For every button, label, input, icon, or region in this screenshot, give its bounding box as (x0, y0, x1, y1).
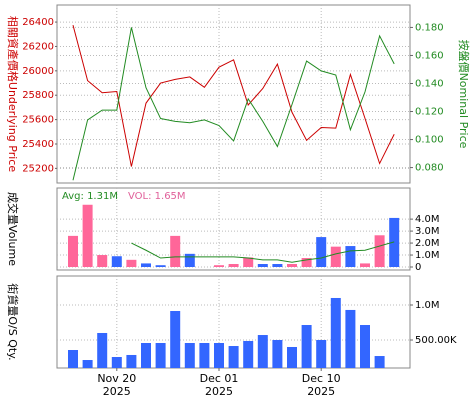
bar (257, 264, 268, 268)
x-tick-label: Dec 01 2025 (199, 372, 239, 398)
bar (141, 263, 151, 268)
y2-tick-label: 0.160 (415, 50, 444, 61)
bar (243, 340, 254, 368)
bar (257, 335, 268, 368)
bar (68, 235, 78, 268)
y2-tick-label: 0.120 (415, 107, 444, 118)
bar (97, 332, 108, 368)
line-series (72, 27, 395, 181)
line-series (131, 241, 395, 263)
bar (316, 237, 327, 268)
y-axis-label: 街貨量O/S Qty. (6, 283, 20, 360)
bar (126, 354, 137, 368)
bar (214, 343, 224, 368)
bar (184, 253, 195, 268)
x-tick-label: Dec 10 2025 (301, 372, 341, 398)
bar (374, 235, 385, 268)
y2-tick-label: 1.0M (415, 250, 440, 261)
bar (82, 360, 93, 368)
annotation: VOL: 1.65M (128, 191, 186, 202)
line-series (72, 24, 395, 167)
bar (345, 246, 356, 268)
bar (345, 309, 356, 368)
bar (141, 343, 151, 368)
bar (330, 297, 341, 368)
y-tick-label: 25200 (22, 163, 54, 174)
y2-tick-label: 0.180 (415, 22, 444, 33)
bar (287, 346, 297, 368)
y-tick-label: 25800 (22, 90, 54, 101)
y-tick-label: 26200 (22, 41, 54, 52)
bar (243, 257, 254, 268)
bar (301, 325, 312, 368)
y2-tick-label: 3.0M (415, 226, 440, 237)
bar (272, 264, 283, 268)
bar (330, 246, 341, 268)
bar (374, 356, 385, 368)
bar (155, 343, 166, 368)
y2-tick-label: 0.100 (415, 135, 444, 146)
y2-tick-label: 0.080 (415, 163, 444, 174)
plot-frame (56, 4, 411, 184)
y-tick-label: 25400 (22, 139, 54, 150)
bar (97, 255, 108, 268)
y2-tick-label: 500.00K (415, 335, 457, 346)
y2-tick-label: 1.0M (415, 300, 440, 311)
y-tick-label: 26000 (22, 66, 54, 77)
bar (68, 350, 78, 368)
x-tick-label: Nov 20 2025 (97, 372, 137, 398)
bar (228, 264, 239, 268)
bar (111, 357, 122, 368)
y-axis-label: 成交量Volume (6, 192, 20, 266)
y2-tick-label: 0 (415, 262, 421, 273)
bar (272, 339, 283, 368)
bar (301, 258, 312, 268)
bar (184, 343, 195, 368)
bar (82, 204, 93, 268)
y2-tick-label: 2.0M (415, 238, 440, 249)
annotation: Avg: 1.31M (62, 191, 118, 202)
bar (155, 265, 166, 268)
bar (199, 343, 210, 368)
y-tick-label: 25600 (22, 115, 54, 126)
y-axis-label: 相關資產價格Underlying Price (6, 16, 20, 172)
bar (170, 235, 181, 268)
y2-tick-label: 4.0M (415, 214, 440, 225)
bar (287, 264, 297, 268)
bar (360, 325, 370, 368)
bar (111, 256, 122, 268)
y-tick-label: 26400 (22, 17, 54, 28)
bar (360, 263, 370, 268)
bar (126, 259, 137, 268)
y2-tick-label: 0.140 (415, 78, 444, 89)
bar (228, 346, 239, 368)
bar (389, 217, 400, 268)
y2-axis-label: 按盤價Nominal Price (457, 40, 471, 149)
bar (170, 311, 181, 368)
bar (316, 339, 327, 368)
bar (214, 265, 224, 268)
